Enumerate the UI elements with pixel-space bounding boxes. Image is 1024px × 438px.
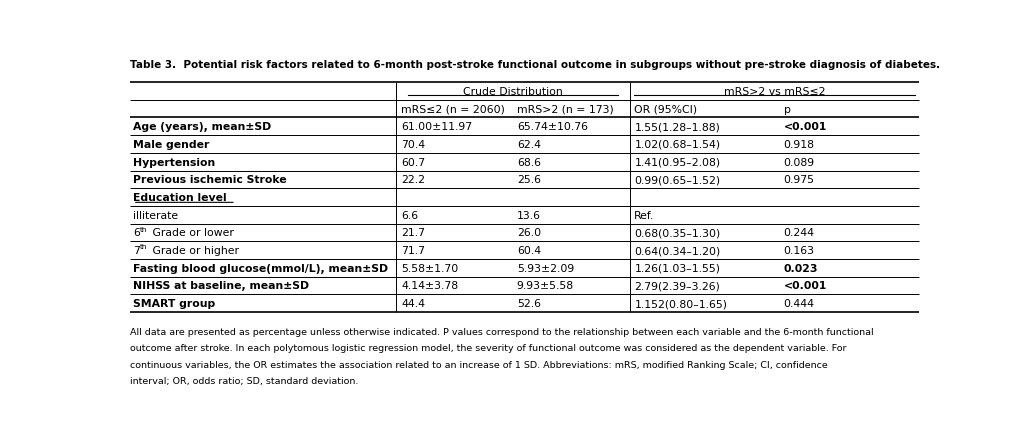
Text: 62.4: 62.4 (517, 140, 541, 150)
Text: 44.4: 44.4 (401, 298, 425, 308)
Text: th: th (140, 244, 147, 250)
Text: 22.2: 22.2 (401, 175, 425, 185)
Text: 13.6: 13.6 (517, 210, 541, 220)
Text: 9.93±5.58: 9.93±5.58 (517, 281, 574, 291)
Text: 1.26(1.03–1.55): 1.26(1.03–1.55) (634, 263, 720, 273)
Text: <0.001: <0.001 (783, 281, 827, 291)
Text: 1.41(0.95–2.08): 1.41(0.95–2.08) (634, 157, 721, 167)
Text: 71.7: 71.7 (401, 246, 425, 255)
Text: mRS≤2 (n = 2060): mRS≤2 (n = 2060) (401, 104, 505, 114)
Text: 0.64(0.34–1.20): 0.64(0.34–1.20) (634, 246, 721, 255)
Text: <0.001: <0.001 (783, 122, 827, 132)
Text: illiterate: illiterate (133, 210, 178, 220)
Text: 0.023: 0.023 (783, 263, 818, 273)
Text: Crude Distribution: Crude Distribution (463, 87, 563, 97)
Text: 68.6: 68.6 (517, 157, 541, 167)
Text: continuous variables, the OR estimates the association related to an increase of: continuous variables, the OR estimates t… (130, 360, 828, 369)
Text: interval; OR, odds ratio; SD, standard deviation.: interval; OR, odds ratio; SD, standard d… (130, 376, 358, 385)
Text: p: p (783, 104, 791, 114)
Text: 5.93±2.09: 5.93±2.09 (517, 263, 574, 273)
Text: th: th (140, 226, 147, 232)
Text: 2.79(2.39–3.26): 2.79(2.39–3.26) (634, 281, 720, 291)
Text: 70.4: 70.4 (401, 140, 425, 150)
Text: 52.6: 52.6 (517, 298, 541, 308)
Text: 61.00±11.97: 61.00±11.97 (401, 122, 472, 132)
Text: mRS>2 vs mRS≤2: mRS>2 vs mRS≤2 (724, 87, 825, 97)
Text: 1.02(0.68–1.54): 1.02(0.68–1.54) (634, 140, 721, 150)
Text: 25.6: 25.6 (517, 175, 541, 185)
Text: 7: 7 (133, 246, 139, 255)
Text: 26.0: 26.0 (517, 228, 541, 238)
Text: Hypertension: Hypertension (133, 157, 215, 167)
Text: Ref.: Ref. (634, 210, 654, 220)
Text: 6: 6 (133, 228, 139, 238)
Text: Education level: Education level (133, 193, 226, 202)
Text: 0.244: 0.244 (783, 228, 814, 238)
Text: Grade or higher: Grade or higher (150, 246, 240, 255)
Text: Fasting blood glucose(mmol/L), mean±SD: Fasting blood glucose(mmol/L), mean±SD (133, 263, 388, 273)
Text: 0.68(0.35–1.30): 0.68(0.35–1.30) (634, 228, 721, 238)
Text: OR (95%CI): OR (95%CI) (634, 104, 697, 114)
Text: Age (years), mean±SD: Age (years), mean±SD (133, 122, 271, 132)
Text: mRS>2 (n = 173): mRS>2 (n = 173) (517, 104, 613, 114)
Text: 0.444: 0.444 (783, 298, 814, 308)
Text: 21.7: 21.7 (401, 228, 425, 238)
Text: Table 3.  Potential risk factors related to 6-month post-stroke functional outco: Table 3. Potential risk factors related … (130, 60, 940, 70)
Text: Male gender: Male gender (133, 140, 209, 150)
Text: 60.4: 60.4 (517, 246, 541, 255)
Text: 60.7: 60.7 (401, 157, 425, 167)
Text: Grade or lower: Grade or lower (150, 228, 234, 238)
Text: 1.55(1.28–1.88): 1.55(1.28–1.88) (634, 122, 720, 132)
Text: outcome after stroke. In each polytomous logistic regression model, the severity: outcome after stroke. In each polytomous… (130, 344, 847, 353)
Text: 65.74±10.76: 65.74±10.76 (517, 122, 588, 132)
Text: 0.089: 0.089 (783, 157, 815, 167)
Text: 0.163: 0.163 (783, 246, 814, 255)
Text: 4.14±3.78: 4.14±3.78 (401, 281, 458, 291)
Text: 1.152(0.80–1.65): 1.152(0.80–1.65) (634, 298, 727, 308)
Text: NIHSS at baseline, mean±SD: NIHSS at baseline, mean±SD (133, 281, 309, 291)
Text: 5.58±1.70: 5.58±1.70 (401, 263, 459, 273)
Text: 6.6: 6.6 (401, 210, 418, 220)
Text: 0.99(0.65–1.52): 0.99(0.65–1.52) (634, 175, 721, 185)
Text: Previous ischemic Stroke: Previous ischemic Stroke (133, 175, 287, 185)
Text: All data are presented as percentage unless otherwise indicated. P values corres: All data are presented as percentage unl… (130, 328, 874, 336)
Text: 0.975: 0.975 (783, 175, 814, 185)
Text: SMART group: SMART group (133, 298, 215, 308)
Text: 0.918: 0.918 (783, 140, 814, 150)
